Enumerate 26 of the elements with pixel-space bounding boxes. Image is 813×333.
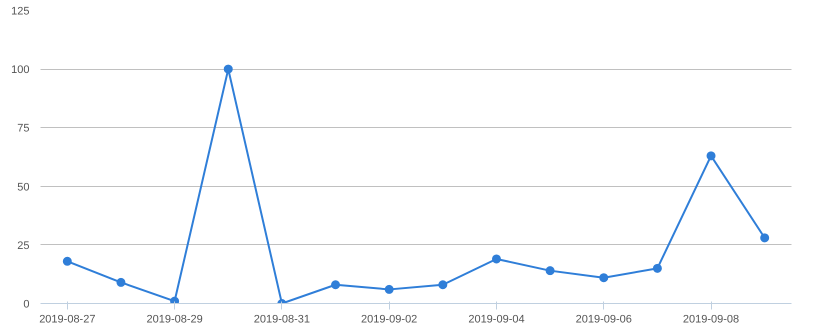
point — [170, 296, 180, 304]
point — [492, 254, 501, 264]
point — [652, 264, 662, 273]
x-tick-label: 2019-08-31 — [254, 314, 310, 326]
y-tick-label: 125 — [11, 6, 30, 18]
y-tick-label: 100 — [11, 64, 30, 76]
point — [224, 64, 233, 74]
y-tick-label: 50 — [17, 181, 30, 194]
y-tick-label: 75 — [17, 122, 30, 135]
point — [438, 280, 448, 290]
x-tick-label: 2019-09-02 — [361, 314, 418, 326]
point — [599, 273, 608, 282]
x-tick-label: 2019-08-27 — [39, 314, 96, 326]
point — [331, 280, 340, 290]
x-tick-label: 2019-09-06 — [576, 314, 632, 326]
y-tick-label: 0 — [23, 298, 30, 310]
point — [62, 256, 72, 266]
x-tick-label: 2019-09-08 — [682, 314, 740, 326]
y-tick-label: 25 — [17, 240, 30, 252]
point — [546, 266, 555, 276]
point — [706, 151, 716, 160]
x-tick-label: 2019-09-04 — [468, 314, 525, 326]
point — [760, 233, 770, 242]
point — [384, 284, 394, 294]
point — [116, 278, 126, 287]
x-tick-label: 2019-08-29 — [146, 314, 203, 326]
